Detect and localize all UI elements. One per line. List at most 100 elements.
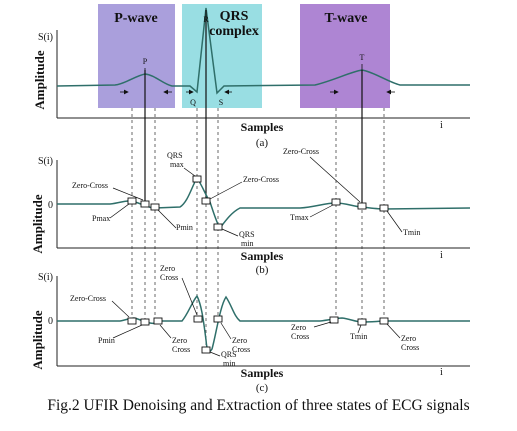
- c-label-zero-cross-top2: Cross: [160, 273, 178, 282]
- panel-c: S(i) 0 Amplitude Samples i (c) Zero-Cros…: [30, 264, 470, 394]
- marker-c-3: [153, 317, 163, 325]
- leader-zero-cross-right: [309, 156, 361, 203]
- leader-tmax: [309, 204, 334, 218]
- c-leader-zero-cross-t: [313, 321, 332, 328]
- marker-c-5: [201, 346, 211, 354]
- c-label-qrs-min-2: min: [223, 359, 235, 368]
- c-leader-zero-cross-r: [386, 323, 401, 339]
- panel-a-y-axis-label: Amplitude: [32, 50, 47, 109]
- label-qrs-min-1: QRS: [239, 230, 255, 239]
- c-leader-zero-cross-m: [220, 322, 232, 340]
- region-label-qrs-line2: complex: [209, 24, 259, 39]
- marker-pmin: [150, 203, 160, 211]
- peak-label-q: Q: [190, 98, 196, 107]
- marker-zero-cross-p: [140, 200, 150, 208]
- panel-b-label: (b): [256, 264, 269, 276]
- c-leader-zero-cross-left: [111, 300, 130, 318]
- panel-c-y-symbol: S(i): [38, 272, 53, 283]
- c-label-zero-cross-top1: Zero: [160, 264, 175, 273]
- marker-c-1: [127, 317, 137, 325]
- label-tmax: Tmax: [290, 213, 309, 222]
- region-label-p-wave: P-wave: [114, 11, 158, 26]
- marker-c-6: [213, 315, 223, 323]
- panel-b-y-symbol: S(i): [38, 156, 53, 167]
- marker-qrs-min: [213, 223, 223, 231]
- c-leader-tmin: [357, 324, 362, 334]
- c-label-zero-cross-left: Zero-Cross: [70, 294, 106, 303]
- label-zero-cross-left: Zero-Cross: [72, 181, 108, 190]
- label-pmax: Pmax: [92, 214, 110, 223]
- marker-pmax: [127, 197, 137, 205]
- marker-tmax: [331, 198, 341, 206]
- marker-c-2: [140, 318, 150, 326]
- peak-label-s: S: [219, 98, 223, 107]
- panel-c-markers: [127, 315, 389, 354]
- panel-a: P-wave QRS complex T-wave S(i) Amplitude…: [32, 4, 470, 149]
- region-p-wave: [98, 4, 175, 108]
- marker-c-8: [357, 318, 367, 326]
- peak-label-t: T: [360, 53, 365, 62]
- c-label-zero-cross-m2: Cross: [232, 345, 250, 354]
- label-qrs-max-2: max: [170, 160, 184, 169]
- c-label-qrs-min-1: QRS: [221, 350, 237, 359]
- panel-c-label: (c): [256, 382, 269, 394]
- panel-c-x-index: i: [440, 367, 443, 378]
- leader-qrs-max: [183, 167, 196, 177]
- panel-c-y-axis-label: Amplitude: [30, 310, 45, 369]
- c-label-zero-cross-t2: Cross: [291, 332, 309, 341]
- region-label-qrs-line1: QRS: [220, 9, 249, 24]
- leader-pmax: [109, 203, 130, 219]
- panel-b-y-axis-label: Amplitude: [30, 194, 45, 253]
- panel-c-zero-tick: 0: [48, 316, 53, 327]
- panel-a-label: (a): [256, 137, 269, 149]
- c-label-pmin: Pmin: [98, 336, 115, 345]
- panel-a-x-index: i: [440, 120, 443, 131]
- c-label-zero-cross-b1: Zero: [172, 336, 187, 345]
- leader-zero-cross-mid: [209, 181, 243, 200]
- panel-a-ecg-signal: [56, 7, 470, 95]
- peak-label-p: P: [143, 57, 148, 66]
- label-zero-cross-mid: Zero-Cross: [243, 175, 279, 184]
- label-zero-cross-right: Zero-Cross: [283, 147, 319, 156]
- region-label-t-wave: T-wave: [324, 11, 367, 26]
- solid-guides: [144, 10, 363, 205]
- leader-tmin: [386, 210, 403, 233]
- leader-pmin: [157, 209, 177, 229]
- marker-qrs-max: [192, 175, 202, 183]
- figure-caption: Fig.2 UFIR Denoising and Extraction of t…: [47, 397, 470, 414]
- vertical-guides: [131, 108, 385, 350]
- panel-b: S(i) 0 Amplitude Samples i (b) Zero-Cros…: [30, 147, 471, 276]
- label-pmin: Pmin: [176, 223, 193, 232]
- c-label-zero-cross-b2: Cross: [172, 345, 190, 354]
- c-label-zero-cross-m1: Zero: [232, 336, 247, 345]
- marker-zero-cross-t: [357, 202, 367, 210]
- marker-c-9: [379, 317, 389, 325]
- label-qrs-max-1: QRS: [167, 151, 183, 160]
- panel-b-x-index: i: [440, 250, 443, 261]
- marker-zero-cross-qrs: [201, 197, 211, 205]
- leader-zero-cross-left: [112, 187, 144, 201]
- panel-b-markers: [127, 175, 389, 231]
- c-leader-pmin: [112, 324, 143, 339]
- panel-a-feature-arrows: [120, 64, 395, 95]
- marker-c-4: [193, 315, 203, 323]
- panel-a-y-symbol: S(i): [38, 32, 53, 43]
- panel-c-x-axis-label: Samples: [241, 366, 284, 380]
- c-label-zero-cross-r1: Zero: [401, 334, 416, 343]
- panel-a-x-axis-label: Samples: [241, 120, 284, 134]
- c-label-tmin: Tmin: [350, 332, 367, 341]
- panel-b-signal: [57, 176, 471, 230]
- c-label-zero-cross-t1: Zero: [291, 323, 306, 332]
- marker-c-7: [329, 316, 339, 324]
- c-leader-qrs-min: [209, 351, 221, 357]
- c-leader-zero-cross-b: [159, 324, 172, 339]
- label-qrs-min-2: min: [241, 239, 253, 248]
- label-tmin: Tmin: [403, 228, 420, 237]
- marker-tmin: [379, 204, 389, 212]
- c-leader-zero-cross-top: [181, 277, 198, 316]
- leader-qrs-min: [221, 228, 239, 237]
- panel-b-x-axis-label: Samples: [241, 249, 284, 263]
- region-t-wave: [300, 4, 390, 108]
- c-label-zero-cross-r2: Cross: [401, 343, 419, 352]
